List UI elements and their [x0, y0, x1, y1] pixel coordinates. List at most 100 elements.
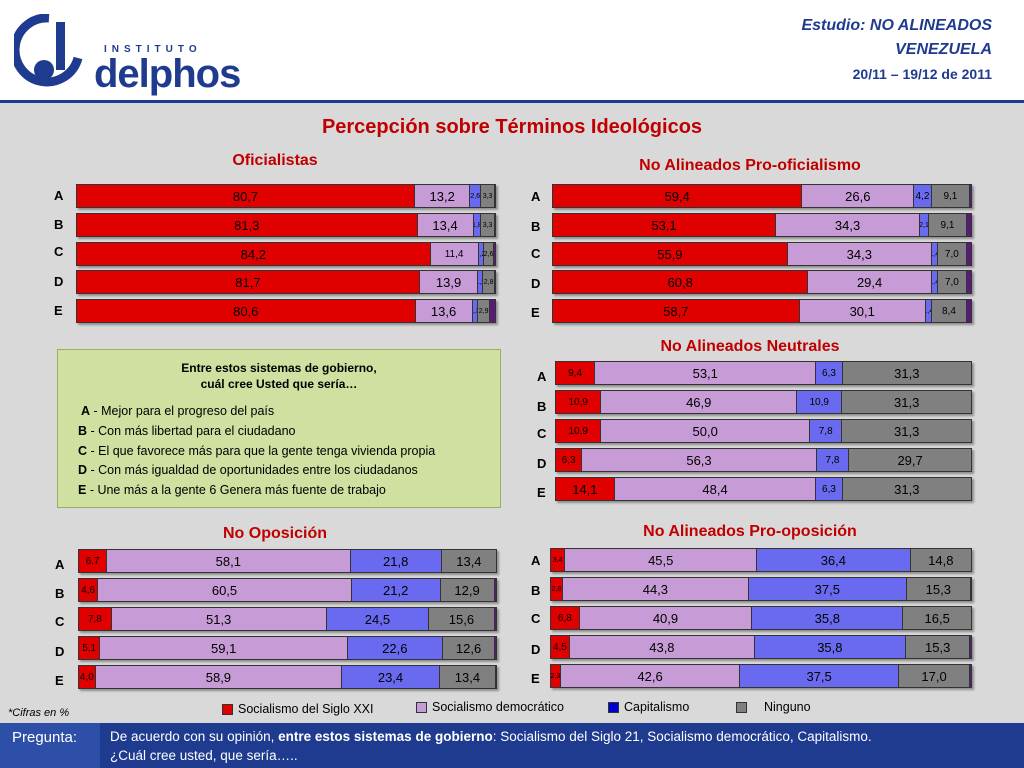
legend-swatch	[736, 701, 747, 713]
bar-segment: 58,7	[552, 299, 799, 323]
question-box-title: Entre estos sistemas de gobierno, cuál c…	[58, 360, 500, 392]
chart-title: No Oposición	[223, 525, 327, 542]
row-label: C	[531, 611, 541, 626]
row-label: D	[537, 456, 547, 471]
row-label: A	[537, 369, 547, 384]
row-label: C	[55, 614, 65, 629]
bar-segment: 13,6	[414, 299, 472, 323]
stacked-bar: 2,8 44,3 37,5 15,3	[550, 577, 972, 601]
bar-segment: 59,1	[99, 636, 347, 660]
stacked-bar: 9,4 53,1 6,3 31,3	[555, 361, 972, 385]
bar-segment: 37,5	[748, 577, 906, 601]
bar-segment: 14,1	[555, 477, 614, 501]
bar-segment: 80,6	[76, 299, 415, 323]
legend-item-capitalismo: Capitalismo	[608, 700, 689, 714]
question-text: De acuerdo con su opinión, entre estos s…	[110, 727, 1010, 765]
bar-segment: 2,9	[477, 299, 490, 323]
bar-segment: 3,4	[550, 548, 565, 572]
bar-segment: 42,6	[559, 664, 740, 688]
row-label: D	[54, 274, 64, 289]
bar-segment	[966, 270, 972, 294]
bar-segment: 7,8	[78, 607, 111, 631]
logo-mark-icon	[10, 13, 83, 87]
bar-segment: 6,3	[555, 448, 582, 472]
study-line-2: VENEZUELA	[895, 41, 992, 58]
row-label: D	[531, 642, 541, 657]
bar-segment: 7,8	[815, 448, 849, 472]
bar-segment: 6,3	[815, 477, 842, 501]
option-key: C	[78, 444, 88, 458]
bar-segment: 40,9	[578, 606, 752, 630]
bar-segment	[494, 665, 497, 689]
delphos-logo: INSTITUTO delphos	[10, 13, 254, 96]
stacked-bar: 10,9 50,0 7,8 31,3	[555, 419, 972, 443]
bar-segment: 34,3	[775, 213, 920, 237]
question-text-post: : Socialismo del Siglo 21, Socialismo de…	[492, 729, 872, 744]
stacked-bar: 7,8 51,3 24,5 15,6	[78, 607, 497, 631]
stacked-bar: 80,613,61,32,9	[76, 299, 496, 323]
bar-segment: 1,2	[477, 242, 483, 266]
bar-segment: 15,6	[428, 607, 494, 631]
row-label: C	[531, 246, 541, 261]
bar-segment: 58,9	[94, 665, 342, 689]
bar-segment	[966, 299, 972, 323]
bar-segment: 45,5	[564, 548, 757, 572]
question-bar: Pregunta: De acuerdo con su opinión, ent…	[0, 723, 1024, 768]
bar-segment: 4,2	[913, 184, 931, 208]
bar-segment: 13,4	[416, 213, 473, 237]
legend-swatch	[222, 703, 233, 715]
bar-segment	[494, 270, 497, 294]
row-label: E	[54, 303, 63, 318]
bar-segment	[494, 184, 496, 208]
stacked-bar: 2,3 42,6 37,5 17,0	[550, 664, 972, 688]
option-key: E	[78, 483, 87, 497]
legend-item-socialismo-democratico: Socialismo democrático	[416, 700, 564, 714]
bar-segment: 4,5	[550, 635, 569, 659]
bar-segment: 2,1	[919, 213, 928, 237]
bar-segment: 50,0	[600, 419, 809, 443]
study-line-1: Estudio: NO ALINEADOS	[801, 17, 992, 34]
option-b: B - Con más libertad para el ciudadano	[78, 424, 296, 438]
stacked-bar: 81,313,41,83,3	[76, 213, 496, 237]
row-label: B	[55, 586, 65, 601]
bar-segment: 29,7	[848, 448, 972, 472]
option-text: - Con más libertad para el ciudadano	[87, 424, 296, 438]
bar-segment: 43,8	[568, 635, 754, 659]
bar-segment: 59,4	[552, 184, 802, 208]
bar-segment: 1,8	[472, 213, 481, 237]
bar-segment: 3,3	[480, 213, 494, 237]
row-label: D	[55, 644, 65, 659]
bar-segment: 10,9	[555, 419, 601, 443]
bar-segment: 4,6	[78, 578, 98, 602]
stacked-bar: 81,713,91,22,8	[76, 270, 497, 294]
bar-segment	[969, 635, 972, 659]
chart-title: No Alineados Pro-oposición	[643, 523, 857, 540]
header-divider	[0, 100, 1024, 103]
option-text: - Con más igualdad de oportunidades entr…	[87, 463, 418, 477]
option-text: - El que favorece más para que la gente …	[87, 444, 436, 458]
bar-segment: 2,3	[550, 664, 560, 688]
row-label: C	[54, 244, 64, 259]
stacked-bar: 3,4 45,5 36,4 14,8	[550, 548, 972, 572]
row-label: B	[537, 399, 547, 414]
bar-segment: 31,3	[841, 390, 972, 414]
option-key: D	[78, 463, 88, 477]
header: INSTITUTO delphos Estudio: NO ALINEADOS …	[0, 0, 1024, 100]
bar-segment	[969, 577, 972, 601]
bar-segment: 9,1	[930, 184, 970, 208]
bar-segment: 44,3	[561, 577, 748, 601]
bar-segment: 36,4	[756, 548, 910, 572]
row-label: E	[55, 673, 64, 688]
bar-segment	[966, 242, 972, 266]
option-key: B	[78, 424, 88, 438]
bar-segment: 53,1	[552, 213, 776, 237]
bar-segment: 60,5	[97, 578, 351, 602]
bar-segment: 4,0	[78, 665, 95, 689]
bar-segment: 80,7	[76, 184, 415, 208]
bar-segment: 21,2	[350, 578, 440, 602]
legend-label: Socialismo del Siglo XXI	[238, 702, 374, 716]
bar-segment: 26,6	[801, 184, 914, 208]
option-key: A	[81, 404, 91, 418]
bar-segment: 31,3	[841, 477, 972, 501]
legend-item-ninguno: Ninguno	[736, 700, 811, 714]
